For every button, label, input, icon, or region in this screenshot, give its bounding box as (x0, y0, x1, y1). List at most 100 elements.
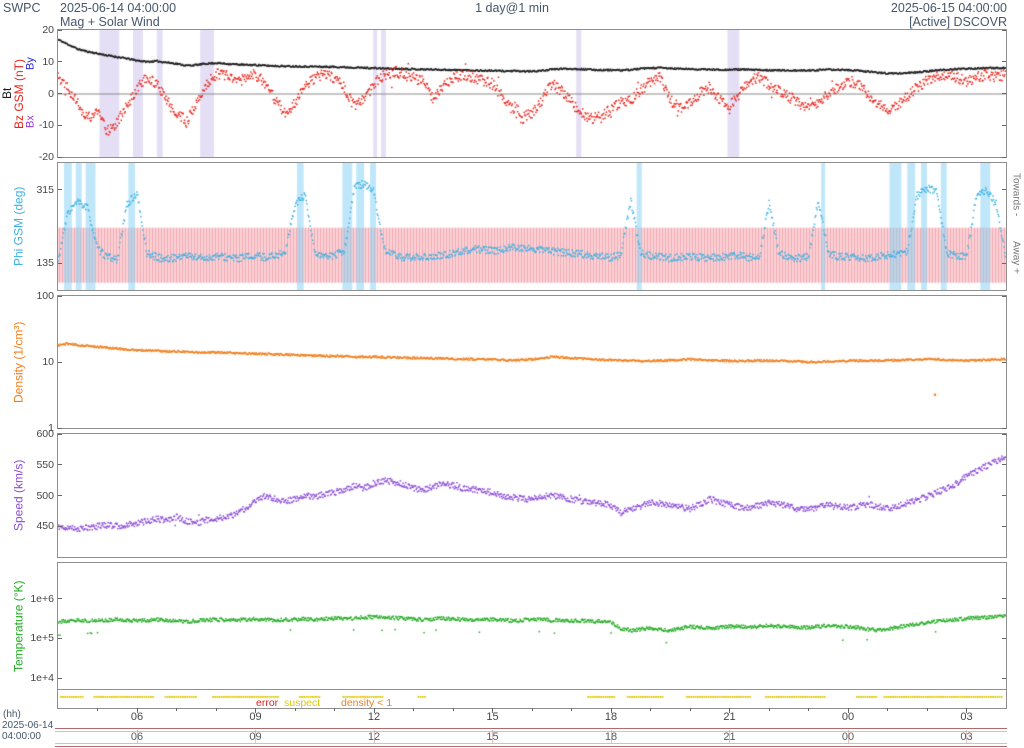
y-tick-label: 550 (36, 458, 54, 471)
x-hour-label: 21 (723, 711, 736, 723)
range-strip-hour-line (492, 730, 493, 743)
x-tick-mark (137, 708, 138, 713)
x-hour-label: 12 (367, 711, 381, 723)
x-tick-mark (374, 708, 375, 713)
y-tick-mark (58, 678, 62, 679)
legend-density-lt1: density < 1 (341, 697, 393, 709)
range-strip-hour-line (374, 730, 375, 743)
x-tick-mark (927, 708, 928, 711)
y-tick-label: 1 (48, 422, 54, 434)
y-tick-mark (58, 263, 62, 264)
y-tick-mark (58, 125, 62, 126)
x-hour-label: 15 (486, 711, 499, 723)
x-tick-mark (176, 708, 177, 711)
plot-title: Mag + Solar Wind (60, 15, 160, 29)
y-tick-label: -20 (38, 151, 54, 163)
x-hour-label: 18 (604, 711, 618, 723)
x-tick-mark (571, 708, 572, 711)
y-tick-mark (58, 428, 62, 429)
y-tick-mark (1002, 61, 1006, 62)
y-tick-mark (1002, 157, 1006, 158)
x-tick-mark (966, 708, 967, 713)
phi-axis-label: Phi GSM (deg) (11, 186, 26, 267)
y-tick-mark (58, 526, 62, 527)
x-tick-mark (769, 708, 770, 711)
y-tick-label: 0 (48, 87, 54, 100)
temperature-panel (57, 562, 1007, 691)
y-tick-mark (1002, 93, 1006, 94)
y-tick-label: 1e+4 (30, 672, 54, 685)
y-tick-mark (58, 61, 62, 62)
x-tick-mark (848, 708, 849, 713)
y-tick-label: 100 (36, 290, 54, 302)
y-tick-mark (1002, 638, 1006, 639)
y-tick-label: 500 (36, 489, 54, 502)
speed-panel (57, 433, 1007, 558)
x-tick-mark (216, 708, 217, 711)
y-tick-mark (1002, 678, 1006, 679)
y-tick-mark (58, 189, 62, 190)
hours-unit-label: (hh) (3, 709, 21, 720)
phi-plot-canvas[interactable] (58, 163, 1006, 290)
y-tick-mark (58, 638, 62, 639)
y-tick-label: 10 (42, 55, 54, 68)
range-strip-hour-label[interactable]: 12 (367, 731, 381, 743)
plot-start-time: 2025-06-14 04:00:00 (60, 1, 177, 15)
y-tick-mark (58, 296, 62, 297)
x-tick-mark (611, 708, 612, 713)
time-range-selector[interactable] (55, 728, 1007, 747)
x-hour-label: 09 (249, 711, 262, 723)
x-tick-mark (334, 708, 335, 711)
axis-start-date: 2025-06-14 (2, 720, 54, 731)
x-tick-mark (650, 708, 651, 711)
range-strip-hour-line (848, 730, 849, 743)
y-tick-mark (1002, 189, 1006, 190)
density-panel (57, 295, 1007, 429)
y-tick-mark (1002, 428, 1006, 429)
range-strip-hour-line (611, 730, 612, 743)
y-tick-label: 1e+5 (30, 632, 54, 645)
y-tick-label: 1e+6 (30, 592, 54, 605)
density-plot-canvas[interactable] (58, 296, 1006, 428)
towards-sector-label: Towards - (1010, 173, 1022, 217)
range-strip-hour-label[interactable]: 15 (486, 731, 499, 743)
range-strip-hour-line (966, 730, 967, 743)
temperature-plot-canvas[interactable] (58, 563, 1006, 690)
range-strip-hour-label[interactable]: 18 (604, 731, 618, 743)
range-strip-hour-label[interactable]: 03 (960, 731, 973, 743)
y-tick-mark (58, 93, 62, 94)
range-strip-hour-label[interactable]: 06 (130, 731, 144, 743)
quality-flags-strip (57, 689, 1007, 709)
mag-panel (57, 29, 1007, 158)
y-tick-mark (1002, 296, 1006, 297)
phi-panel (57, 162, 1007, 291)
range-strip-hour-label[interactable]: 00 (841, 731, 855, 743)
speed-plot-canvas[interactable] (58, 434, 1006, 557)
x-tick-mark (887, 708, 888, 711)
x-tick-mark (690, 708, 691, 711)
x-tick-mark (808, 708, 809, 711)
mag-plot-canvas[interactable] (58, 30, 1006, 157)
y-tick-mark (1002, 464, 1006, 465)
y-tick-mark (1002, 495, 1006, 496)
y-tick-mark (58, 434, 62, 435)
temperature-axis-label: Temperature (°K) (11, 580, 26, 673)
y-tick-label: 135 (36, 257, 54, 270)
plot-cadence: 1 day@1 min (475, 1, 549, 15)
y-tick-mark (58, 464, 62, 465)
x-hour-label: 06 (130, 711, 144, 723)
y-tick-label: 20 (42, 24, 54, 36)
away-sector-label: Away + (1010, 240, 1022, 274)
x-tick-mark (295, 708, 296, 711)
range-strip-inner-line-bottom (55, 743, 1007, 744)
range-strip-hour-label[interactable]: 09 (249, 731, 262, 743)
range-strip-inner-line-top (55, 731, 1007, 732)
axis-start-time: 04:00:00 (2, 731, 41, 742)
range-strip-hour-label[interactable]: 21 (723, 731, 736, 743)
y-tick-mark (1002, 125, 1006, 126)
x-tick-mark (453, 708, 454, 711)
y-tick-mark (1002, 526, 1006, 527)
quality-flags-canvas (58, 690, 1006, 708)
range-strip-hour-line (137, 730, 138, 743)
